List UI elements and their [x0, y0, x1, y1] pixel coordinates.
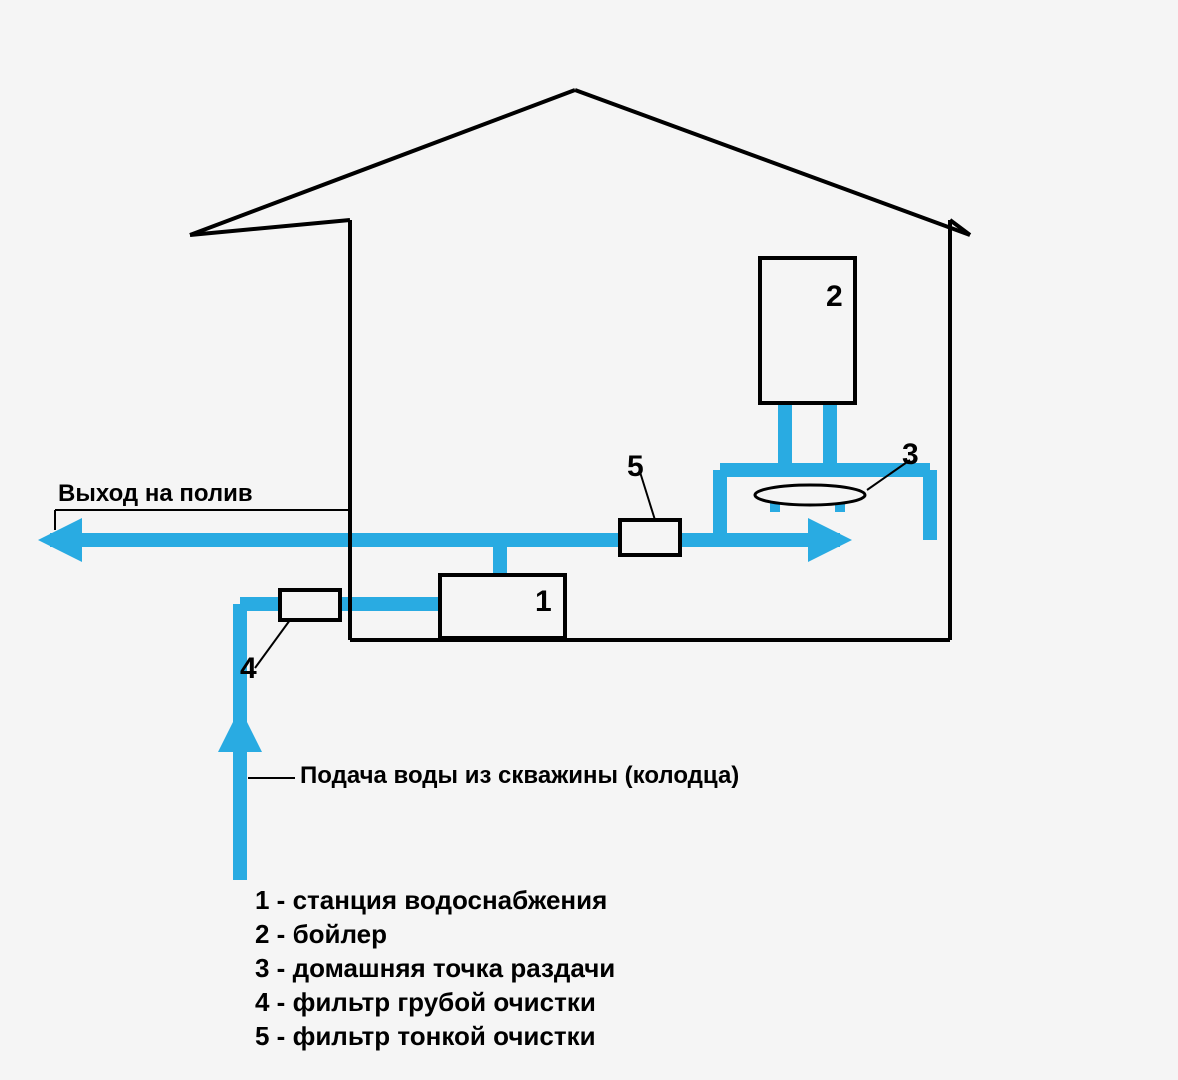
diagram-svg	[0, 0, 1178, 1080]
label-irrigation: Выход на полив	[58, 480, 253, 508]
component-number-5: 5	[627, 450, 644, 484]
legend-line-3: 3 - домашняя точка раздачи	[255, 953, 615, 984]
component-number-4: 4	[240, 652, 257, 686]
label-supply: Подача воды из скважины (колодца)	[300, 762, 739, 790]
legend-line-5: 5 - фильтр тонкой очистки	[255, 1021, 596, 1052]
component-number-1: 1	[535, 585, 552, 619]
legend-line-1: 1 - станция водоснабжения	[255, 885, 607, 916]
diagram-stage: Выход на полив Подача воды из скважины (…	[0, 0, 1178, 1080]
legend-line-4: 4 - фильтр грубой очистки	[255, 987, 596, 1018]
legend-line-2: 2 - бойлер	[255, 919, 387, 950]
component-number-3: 3	[902, 438, 919, 472]
component-number-2: 2	[826, 280, 843, 314]
